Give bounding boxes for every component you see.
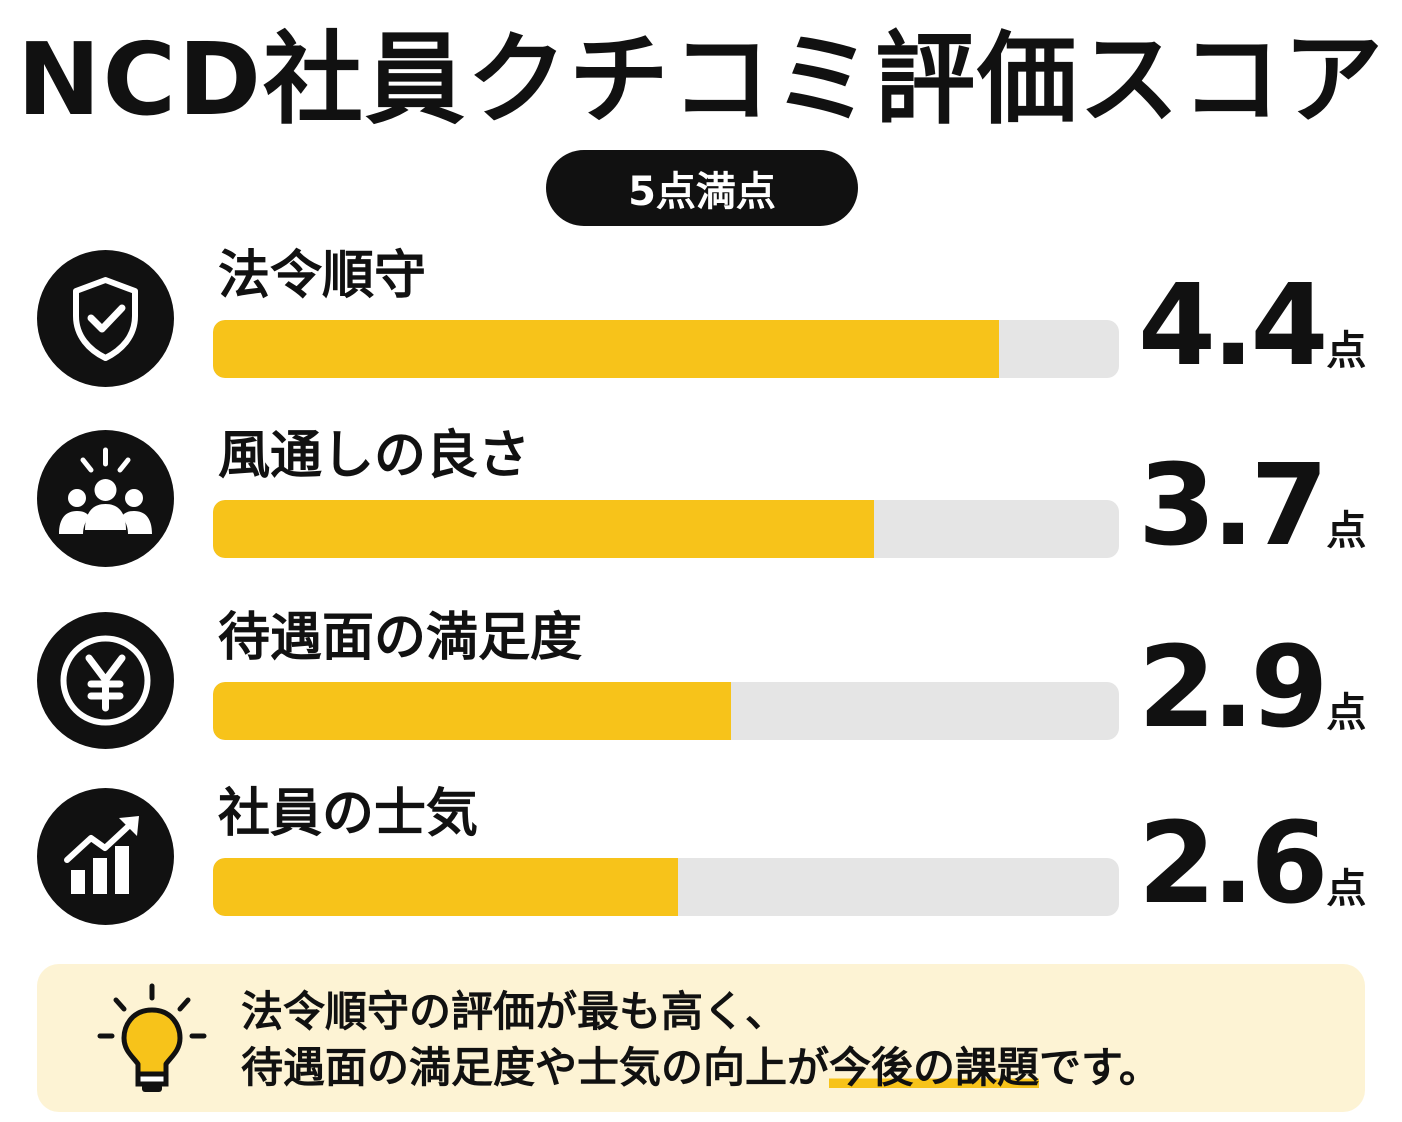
bar-track <box>213 682 1119 740</box>
summary-note: 法令順守の評価が最も高く、 待遇面の満足度や士気の向上が今後の課題です。 <box>37 964 1365 1112</box>
bar-fill <box>213 858 678 916</box>
bar-fill <box>213 682 731 740</box>
score-row-morale: 社員の士気 2.6点 <box>0 784 1402 948</box>
score-row-compensation: 待遇面の満足度 2.9点 <box>0 608 1402 772</box>
shield-check-icon <box>37 250 174 387</box>
page-title: NCD社員クチコミ評価スコア <box>16 21 1386 138</box>
team-people-icon <box>37 430 174 567</box>
summary-line-1: 法令順守の評価が最も高く、 <box>241 987 788 1036</box>
score-number: 4.4 <box>1138 261 1328 391</box>
score-unit: 点 <box>1326 690 1367 736</box>
score-unit: 点 <box>1326 866 1367 912</box>
score-value: 4.4点 <box>1138 270 1366 382</box>
score-number: 2.9 <box>1138 623 1328 753</box>
score-row-openness: 風通しの良さ 3.7点 <box>0 426 1402 590</box>
category-label: 風通しの良さ <box>218 426 531 486</box>
score-unit: 点 <box>1326 508 1367 554</box>
summary-highlight: 今後の課題 <box>829 1043 1040 1092</box>
score-value: 3.7点 <box>1138 450 1366 562</box>
bar-track <box>213 320 1119 378</box>
category-label: 法令順守 <box>218 246 427 306</box>
bar-fill <box>213 500 874 558</box>
bar-track <box>213 500 1119 558</box>
score-number: 2.6 <box>1138 799 1328 929</box>
lightbulb-icon <box>97 983 207 1092</box>
scale-badge: 5点満点 <box>546 150 858 226</box>
yen-coin-icon <box>37 612 174 749</box>
summary-line-2-pre: 待遇面の満足度や士気の向上が <box>241 1043 830 1092</box>
summary-line-2-post: です。 <box>1039 1043 1161 1092</box>
summary-text: 法令順守の評価が最も高く、 待遇面の満足度や士気の向上が今後の課題です。 <box>241 984 1161 1096</box>
score-value: 2.9点 <box>1138 632 1366 744</box>
growth-chart-icon <box>37 788 174 925</box>
score-number: 3.7 <box>1138 441 1328 571</box>
category-label: 社員の士気 <box>218 784 479 844</box>
bar-track <box>213 858 1119 916</box>
bar-fill <box>213 320 999 378</box>
score-unit: 点 <box>1326 328 1367 374</box>
summary-line-2: 待遇面の満足度や士気の向上が今後の課題です。 <box>241 1040 1161 1096</box>
scale-badge-label: 5点満点 <box>628 169 776 215</box>
category-label: 待遇面の満足度 <box>218 608 583 668</box>
score-value: 2.6点 <box>1138 808 1366 920</box>
score-row-compliance: 法令順守 4.4点 <box>0 246 1402 410</box>
